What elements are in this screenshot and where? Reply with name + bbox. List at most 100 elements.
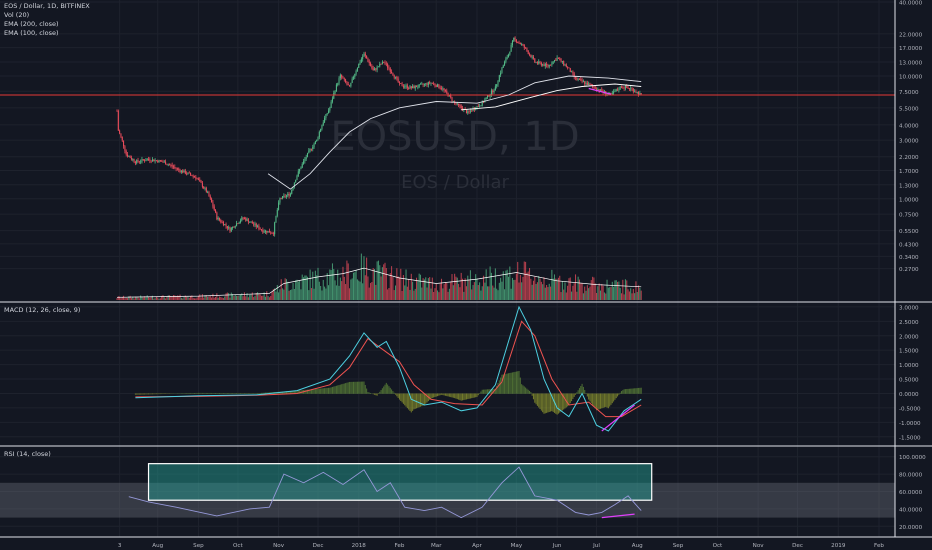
volume-bar — [254, 296, 256, 300]
candle — [359, 62, 361, 64]
macd-histogram-bar — [234, 393, 236, 394]
candle — [379, 63, 381, 67]
candle — [398, 82, 400, 84]
macd-histogram-bar — [387, 384, 389, 394]
candle — [331, 98, 333, 102]
volume-bar — [592, 276, 594, 300]
macd-legend[interactable]: MACD (12, 26, close, 9) — [4, 306, 80, 314]
time-axis-label: Dec — [313, 543, 324, 549]
candle — [246, 219, 248, 221]
macd-histogram-bar — [483, 389, 485, 394]
macd-histogram-bar — [159, 393, 161, 395]
volume-bar — [204, 295, 206, 300]
macd-histogram-bar — [366, 388, 368, 394]
volume-bar — [308, 290, 310, 300]
macd-histogram-bar — [222, 393, 224, 394]
rsi-divergence-line[interactable] — [601, 513, 635, 519]
macd-histogram-bar — [469, 393, 471, 399]
candle — [568, 67, 570, 69]
volume-bar — [628, 291, 630, 300]
volume-bar — [145, 297, 147, 300]
price-axis-label: 0.2700 — [899, 267, 919, 273]
candle — [617, 89, 619, 91]
volume-bar — [342, 266, 344, 300]
volume-bar — [222, 298, 224, 300]
macd-histogram-bar — [618, 393, 620, 395]
rsi-highlight-box[interactable] — [147, 463, 653, 501]
volume-bar — [253, 297, 255, 300]
volume-bar — [477, 285, 479, 300]
macd-histogram-bar — [375, 393, 377, 396]
macd-histogram-bar — [347, 382, 349, 394]
macd-histogram-bar — [241, 393, 243, 394]
macd-histogram-bar — [397, 393, 399, 398]
candle — [280, 198, 282, 200]
candle — [324, 118, 326, 123]
candle — [165, 161, 167, 165]
macd-histogram-bar — [195, 392, 197, 394]
macd-divergence-line[interactable] — [601, 404, 635, 432]
volume-bar — [603, 292, 605, 300]
candle — [285, 195, 288, 197]
indicator-lines — [0, 75, 895, 519]
macd-histogram-bar — [243, 393, 245, 394]
symbol-legend[interactable]: EOS / Dollar, 1D, BITFINEX — [4, 2, 90, 10]
volume-bar — [283, 289, 285, 300]
candle — [446, 90, 448, 93]
volume-bar — [119, 296, 121, 300]
volume-bar — [574, 274, 577, 300]
candle — [448, 95, 450, 97]
macd-histogram-bar — [582, 386, 584, 394]
ema100-legend[interactable]: EMA (100, close) — [4, 29, 59, 37]
volume-bar — [467, 275, 469, 300]
macd-histogram-bar — [500, 377, 502, 394]
price-axis-label: 0.0000 — [899, 392, 919, 398]
candle — [505, 58, 507, 62]
candle — [191, 174, 193, 176]
rsi-legend[interactable]: RSI (14, close) — [4, 450, 51, 458]
volume-bar — [312, 271, 314, 300]
volume-bar — [581, 283, 583, 300]
volume-bar — [475, 274, 477, 300]
volume-bar — [128, 296, 130, 300]
price-divergence-line[interactable] — [588, 87, 612, 95]
macd-histogram-bar — [338, 385, 340, 394]
candle — [172, 166, 175, 168]
volume-bar — [573, 283, 575, 300]
volume-bar — [578, 279, 580, 300]
candle — [564, 64, 566, 66]
time-axis[interactable]: 3 Aug Sep Oct Nov Dec 2018 Feb Mar Apr May Jun Jul Au… — [118, 543, 885, 549]
candle — [438, 84, 440, 88]
candle — [274, 222, 276, 235]
volume-bar — [568, 278, 570, 300]
candle — [611, 93, 613, 95]
macd-histogram-bar — [306, 389, 309, 394]
volume-bar — [146, 295, 148, 300]
volume-bar — [275, 291, 277, 300]
macd-histogram-bar — [329, 387, 331, 394]
candle — [304, 158, 306, 162]
candle — [141, 159, 143, 162]
price-axis[interactable]: 40.0000 22.0000 17.0000 13.0000 10.0000 7.500… — [899, 1, 926, 531]
volume-bar — [412, 281, 414, 300]
volume-bar — [527, 271, 529, 300]
macd-histogram-bar — [510, 372, 512, 394]
volume-bar — [295, 280, 297, 300]
ema200-legend[interactable]: EMA (200, close) — [4, 20, 59, 28]
price-axis-label: 4.0000 — [899, 123, 919, 129]
volume-legend[interactable]: Vol (20) — [4, 11, 29, 19]
macd-histogram-bar — [385, 382, 387, 394]
macd-histogram-bar — [282, 391, 284, 394]
candle — [610, 92, 612, 94]
volume-bar — [120, 298, 122, 300]
volume-bar — [326, 273, 328, 300]
volume-bar — [195, 298, 197, 300]
macd-histogram-bar — [224, 393, 226, 394]
candle — [404, 86, 406, 88]
candle — [569, 68, 571, 73]
volume-bar — [117, 296, 119, 300]
candle — [556, 57, 558, 61]
candle — [334, 91, 336, 94]
volume-bar — [548, 283, 550, 300]
